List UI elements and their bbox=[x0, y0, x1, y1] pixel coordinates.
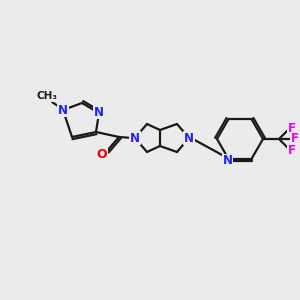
Text: N: N bbox=[184, 131, 194, 145]
Text: N: N bbox=[58, 103, 68, 116]
Text: N: N bbox=[223, 154, 232, 167]
Text: F: F bbox=[288, 143, 296, 157]
Text: methyl: methyl bbox=[45, 95, 50, 96]
Text: F: F bbox=[291, 133, 299, 146]
Text: N: N bbox=[130, 131, 140, 145]
Text: O: O bbox=[97, 148, 107, 161]
Text: N: N bbox=[94, 106, 104, 118]
Text: CH₃: CH₃ bbox=[37, 91, 58, 101]
Text: F: F bbox=[288, 122, 296, 134]
